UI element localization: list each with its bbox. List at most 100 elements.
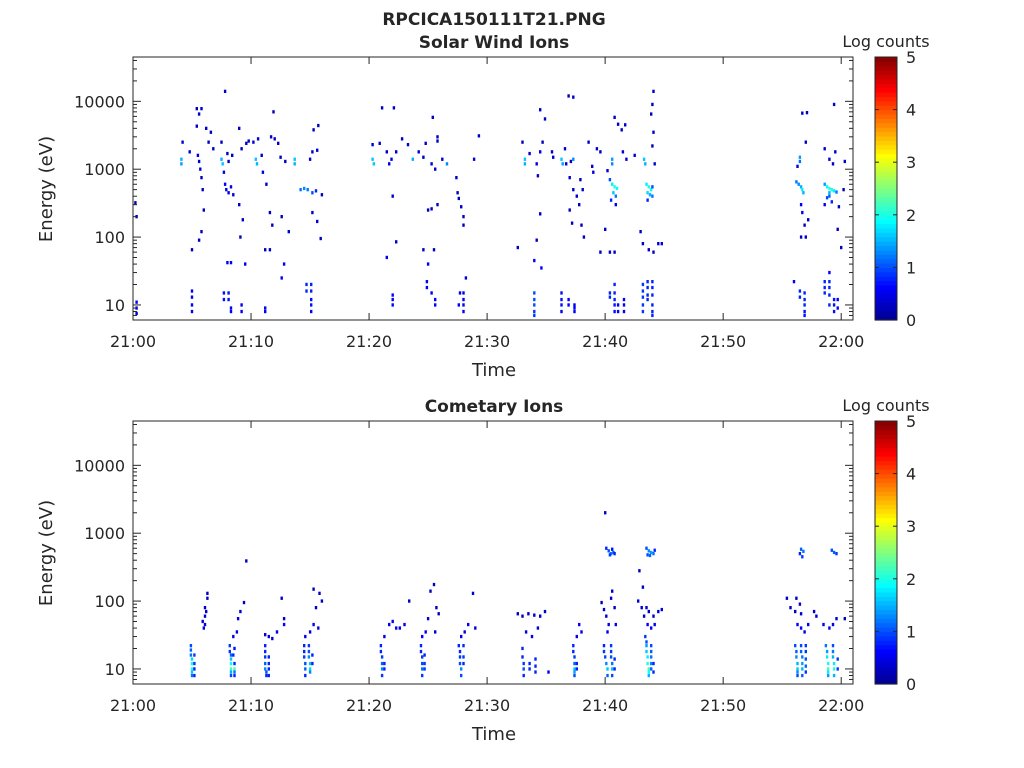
heatmap-cell bbox=[220, 140, 223, 144]
heatmap-cells bbox=[189, 511, 846, 678]
heatmap-cell bbox=[533, 613, 536, 617]
heatmap-cell bbox=[203, 606, 207, 610]
heatmap-cell bbox=[646, 191, 649, 195]
heatmap-cell bbox=[225, 188, 228, 192]
y-tick-label: 10000 bbox=[74, 456, 125, 475]
colorbar-segment bbox=[875, 302, 897, 308]
heatmap-cell bbox=[264, 306, 267, 310]
heatmap-cell bbox=[380, 673, 384, 678]
heatmap-cell bbox=[462, 655, 465, 659]
heatmap-cell bbox=[221, 162, 224, 166]
colorbar-segment bbox=[875, 144, 897, 150]
heatmap-cell bbox=[613, 115, 616, 119]
colorbar-segment bbox=[875, 271, 897, 277]
heatmap-cell bbox=[608, 291, 612, 295]
heatmap-cell bbox=[388, 622, 391, 627]
heatmap-cell bbox=[528, 667, 531, 671]
heatmap-cell bbox=[209, 130, 213, 134]
heatmap-cell bbox=[828, 191, 831, 195]
heatmap-cell bbox=[823, 291, 826, 295]
heatmap-cell bbox=[799, 235, 803, 239]
heatmap-cell bbox=[432, 582, 436, 587]
heatmap-cell bbox=[653, 548, 656, 552]
heatmap-cell bbox=[423, 653, 426, 657]
colorbar-segment bbox=[875, 482, 897, 488]
heatmap-cell bbox=[646, 198, 649, 202]
colorbar-segment bbox=[875, 513, 897, 519]
heatmap-cell bbox=[189, 644, 193, 648]
colorbar-segment bbox=[875, 605, 897, 611]
heatmap-cell bbox=[804, 644, 807, 648]
x-tick-label: 21:00 bbox=[110, 696, 156, 715]
y-tick-label: 1000 bbox=[84, 524, 125, 543]
heatmap-cell bbox=[651, 309, 654, 314]
heatmap-cell bbox=[825, 655, 829, 659]
heatmap-cell bbox=[434, 297, 437, 302]
heatmap-cell bbox=[267, 673, 270, 678]
heatmap-cell bbox=[310, 282, 313, 287]
heatmap-cell bbox=[803, 313, 806, 318]
heatmap-cell bbox=[460, 634, 463, 639]
heatmap-cell bbox=[804, 657, 807, 661]
heatmap-cell bbox=[421, 667, 424, 671]
colorbar-segment bbox=[875, 675, 897, 681]
heatmap-cell bbox=[533, 291, 536, 295]
heatmap-cell bbox=[843, 617, 846, 621]
colorbar-segment bbox=[875, 74, 897, 80]
heatmap-cell bbox=[613, 185, 616, 189]
heatmap-cell bbox=[615, 186, 619, 191]
colorbar-segment bbox=[875, 627, 897, 632]
heatmap-cell bbox=[573, 655, 576, 659]
colorbar-segment bbox=[875, 87, 897, 93]
heatmap-cell bbox=[222, 170, 226, 174]
x-axis-label: Time bbox=[471, 360, 516, 381]
x-tick-label: 21:00 bbox=[110, 332, 156, 351]
heatmap-cell bbox=[606, 169, 609, 173]
heatmap-cell bbox=[190, 661, 194, 666]
heatmap-cell bbox=[799, 547, 803, 551]
heatmap-cell bbox=[308, 661, 312, 666]
heatmap-cell bbox=[609, 655, 613, 659]
heatmap-cell bbox=[261, 170, 265, 174]
heatmap-cell bbox=[527, 612, 530, 616]
heatmap-cell bbox=[543, 117, 547, 121]
heatmap-cell bbox=[796, 661, 799, 666]
heatmap-cell bbox=[419, 649, 423, 654]
colorbar-segment bbox=[875, 214, 897, 220]
colorbar-segment bbox=[875, 267, 897, 273]
heatmap-cell bbox=[456, 191, 459, 195]
colorbar-segment bbox=[875, 131, 897, 137]
heatmap-cell bbox=[609, 198, 613, 202]
heatmap-cell bbox=[201, 188, 204, 192]
heatmap-cell bbox=[317, 626, 320, 630]
colorbar-segment bbox=[875, 284, 897, 290]
heatmap-cell bbox=[830, 548, 833, 552]
heatmap-cell bbox=[647, 549, 650, 553]
heatmap-cell bbox=[570, 221, 574, 225]
heatmap-cell bbox=[828, 186, 831, 191]
heatmap-cell bbox=[622, 297, 626, 302]
heatmap-cell bbox=[434, 630, 437, 634]
heatmap-cell bbox=[613, 303, 616, 307]
heatmap-cell bbox=[591, 164, 594, 168]
heatmap-cell bbox=[371, 157, 374, 161]
heatmap-cell bbox=[535, 238, 538, 242]
heatmap-cell bbox=[320, 193, 324, 197]
heatmap-cell bbox=[796, 673, 799, 678]
colorbar-segment bbox=[875, 587, 897, 593]
heatmap-cell bbox=[271, 223, 274, 227]
colorbar-segment bbox=[875, 175, 897, 181]
heatmap-cell bbox=[645, 644, 648, 648]
colorbar-segment bbox=[875, 201, 897, 207]
heatmap-cell bbox=[430, 162, 433, 166]
heatmap-cell bbox=[560, 309, 563, 314]
x-tick-label: 21:10 bbox=[228, 696, 274, 715]
colorbar-segment bbox=[875, 635, 897, 641]
colorbar-tick-label: 4 bbox=[906, 465, 916, 484]
colorbar-segment bbox=[875, 315, 897, 321]
heatmap-cell bbox=[798, 289, 802, 293]
heatmap-cell bbox=[233, 670, 236, 674]
heatmap-cell bbox=[260, 153, 263, 157]
colorbar-label: Log counts bbox=[842, 396, 929, 415]
heatmap-cell bbox=[181, 140, 184, 144]
